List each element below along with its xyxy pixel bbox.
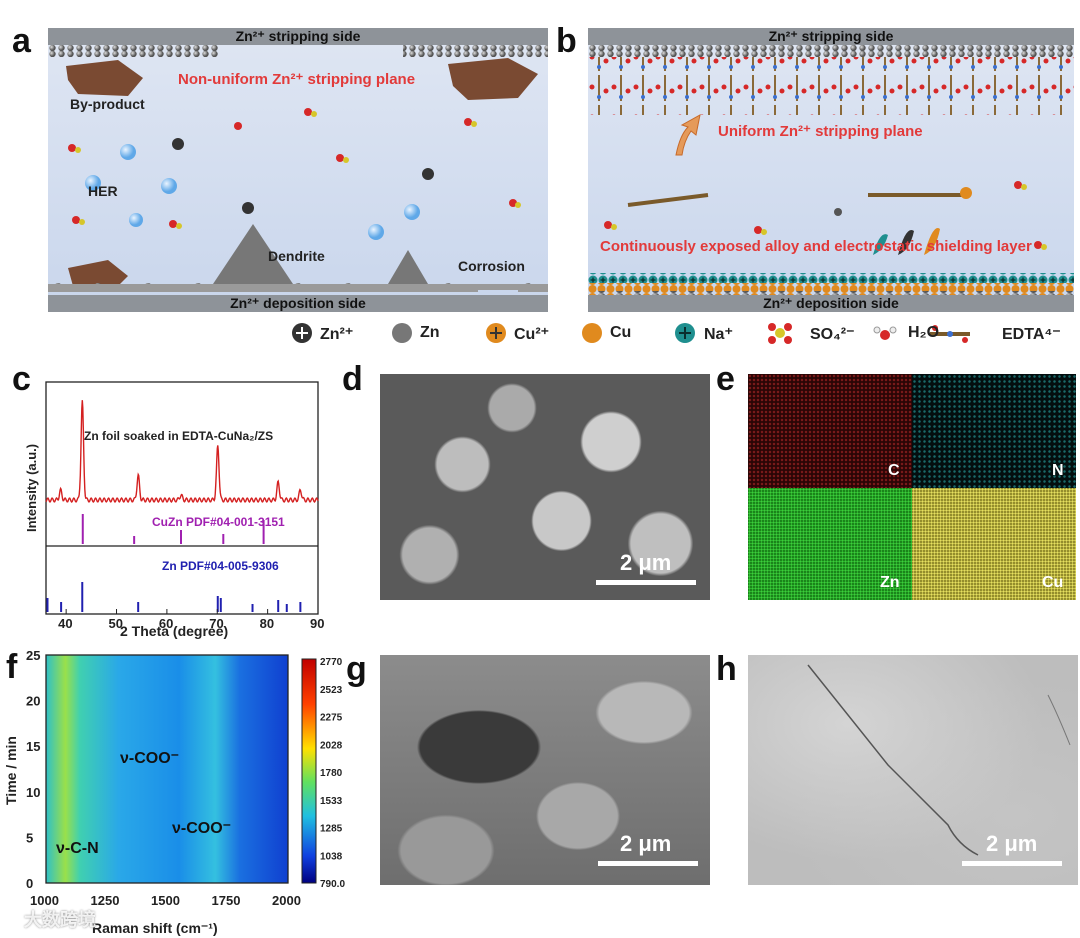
sem-g-scale-bar (598, 861, 698, 866)
xrd-tick-label: 60 (159, 616, 173, 631)
raman-colorbar-ticks: 2770 2523 2275 2028 1780 1533 1285 1038 790.0 (320, 657, 345, 890)
sem-h-scale-bar (962, 861, 1062, 866)
xrd-trace (45, 400, 319, 504)
raman-ytick-label: 10 (26, 785, 40, 800)
panel-label-a: a (12, 22, 31, 60)
raman-colorbar-label: 1038 (320, 851, 343, 862)
sem-h-scale-label: 2 μm (986, 831, 1038, 856)
raman-xlabel: Raman shift (cm⁻¹) (92, 920, 218, 936)
panel-label-f: f (6, 648, 18, 686)
panel-a-byproduct-label: By-product (70, 96, 145, 112)
xrd-tick-label: 80 (260, 616, 274, 631)
raman-ytick-label: 0 (26, 876, 33, 891)
raman-colorbar-label: 2770 (320, 657, 343, 668)
eds-label-n: N (1052, 462, 1064, 479)
raman-xtick-label: 1750 (212, 893, 241, 908)
xrd-ylabel: Intensity (a.u.) (24, 444, 39, 532)
panel-a-schematic: Zn²⁺ stripping side Non-uniform Zn²⁺ str… (48, 28, 548, 312)
raman-xtick-label: 1000 (30, 893, 59, 908)
raman-colorbar-label: 2028 (320, 740, 343, 751)
eds-label-c: C (888, 462, 900, 479)
panel-a-zn-atoms-top (48, 45, 548, 57)
raman-colorbar-label: 790.0 (320, 879, 345, 890)
legend-edta: EDTA⁴⁻ (1002, 326, 1061, 343)
panel-a-her-label: HER (88, 183, 118, 199)
panel-a-corrosion-label: Corrosion (458, 258, 525, 274)
sem-image-g: 2 μm (380, 655, 710, 885)
panel-label-h: h (716, 650, 737, 688)
panel-label-g: g (346, 650, 367, 688)
panel-a-top-bar: Zn²⁺ stripping side (48, 28, 548, 45)
watermark: 大数跨境 (24, 910, 96, 930)
raman-ytick-label: 15 (26, 739, 40, 754)
xrd-tick-label: 90 (310, 616, 324, 631)
sem-d-scale-bar (596, 580, 696, 585)
panel-b-plane-label: Uniform Zn²⁺ stripping plane (718, 123, 923, 140)
legend-cu: Cu (610, 324, 632, 341)
sem-image-h: 2 μm (748, 655, 1078, 885)
raman-colorbar-label: 2275 (320, 713, 343, 724)
legend: Zn²⁺ Zn Cu²⁺ Cu Na⁺ SO₄²⁻ H₂O EDTA⁴⁻ (290, 318, 1080, 350)
panel-a-plane-label: Non-uniform Zn²⁺ stripping plane (178, 71, 416, 88)
raman-colorbar-label: 2523 (320, 685, 343, 696)
panel-b-top-bar: Zn²⁺ stripping side (588, 28, 1074, 45)
legend-symbols (292, 323, 970, 344)
panel-a-bottom-bar: Zn²⁺ deposition side (48, 295, 548, 312)
raman-contour: 1000 1250 1500 1750 2000 0 5 10 15 20 25 ν-COO⁻ ν-… (3, 648, 345, 936)
raman-xtick-label: 2000 (272, 893, 301, 908)
eds-map-n: N (912, 374, 1076, 488)
legend-zn2: Zn²⁺ (320, 326, 354, 343)
eds-map-zn: Zn (748, 488, 912, 600)
panel-b-illustration (588, 45, 1074, 299)
sem-d-scale-label: 2 μm (620, 550, 672, 575)
xrd-pattern (45, 400, 319, 504)
panel-a-dendrite-label: Dendrite (268, 248, 325, 264)
legend-cu2: Cu²⁺ (514, 326, 550, 343)
panel-label-d: d (342, 360, 363, 398)
panel-b-bottom-bar: Zn²⁺ deposition side (588, 295, 1074, 312)
panel-label-e: e (716, 360, 735, 398)
xrd-ref2-label: Zn PDF#04-005-9306 (162, 559, 279, 573)
xrd-ref1-label: CuZn PDF#04-001-3151 (152, 515, 285, 529)
xrd-xlabel: 2 Theta (degree) (120, 623, 228, 639)
panel-label-b: b (556, 22, 577, 60)
sem-h-crack (807, 664, 1071, 856)
raman-colorbar-label: 1533 (320, 796, 343, 807)
raman-colorbar-label: 1780 (320, 768, 343, 779)
raman-ann-1: ν-COO⁻ (120, 750, 179, 767)
raman-ylabel: Time / min (3, 736, 19, 805)
raman-ytick-label: 5 (26, 830, 33, 845)
raman-ytick-label: 25 (26, 648, 40, 663)
eds-map-cu: Cu (912, 488, 1076, 600)
raman-xtick-label: 1250 (91, 893, 120, 908)
xrd-chart: Intensity (a.u.) 40 50 60 70 80 90 Zn foil so… (24, 381, 324, 639)
xrd-ref-zn (46, 582, 302, 612)
raman-ann-3: ν-C-N (56, 840, 99, 857)
raman-axes-ticks: 1000 1250 1500 1750 2000 0 5 10 15 20 25 (26, 648, 301, 908)
panel-b-schematic: Zn²⁺ stripping side Uniform Zn²⁺ strippi… (588, 28, 1074, 312)
xrd-sample-label: Zn foil soaked in EDTA-CuNa₂/ZS (84, 429, 273, 443)
raman-ytick-label: 20 (26, 694, 40, 709)
xrd-tick-label: 40 (58, 616, 72, 631)
eds-label-cu: Cu (1042, 574, 1064, 591)
raman-ann-2: ν-COO⁻ (172, 820, 231, 837)
sem-g-scale-label: 2 μm (620, 831, 672, 856)
legend-zn: Zn (420, 324, 440, 341)
xrd-ref-cuzn (81, 514, 265, 544)
raman-xtick-label: 1500 (151, 893, 180, 908)
panel-label-c: c (12, 360, 31, 398)
legend-so4: SO₄²⁻ (810, 326, 855, 343)
panel-a-illustration (48, 58, 548, 296)
xrd-tick-label: 70 (209, 616, 223, 631)
xrd-xticks: 40 50 60 70 80 90 (58, 609, 324, 631)
eds-map-c: C (748, 374, 912, 488)
eds-label-zn: Zn (880, 574, 900, 591)
raman-colorbar-label: 1285 (320, 824, 343, 835)
sem-image-d: 2 μm (380, 374, 710, 600)
xrd-tick-label: 50 (109, 616, 123, 631)
panel-b-layer-label: Continuously exposed alloy and electrost… (600, 238, 1032, 255)
legend-h2o: H₂O (908, 324, 940, 341)
legend-na: Na⁺ (704, 326, 733, 343)
